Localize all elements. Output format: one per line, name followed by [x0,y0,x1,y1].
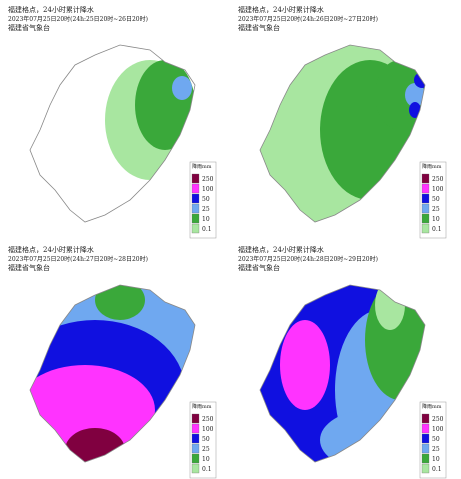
legend-swatch [191,413,200,424]
legend-swatch [421,193,430,204]
panel-title: 福建格点，24小时累计降水 [8,5,94,14]
legend-swatch [421,423,430,434]
legend-swatch [421,453,430,464]
legend-label: 0.1 [202,226,212,233]
legend-swatch [191,213,200,224]
rain-region [375,285,405,330]
panel-agency: 福建省气象台 [238,263,280,272]
rain-region [320,410,420,462]
panel-subtitle: 2023年07月25日20时(24h:26日20时~27日20时) [238,15,378,23]
legend-label: 100 [432,186,444,193]
legend-swatch [421,413,430,424]
map-area [30,285,195,462]
panel-agency: 福建省气象台 [8,263,50,272]
legend-label: 10 [202,216,210,223]
legend-swatch [191,173,200,184]
map-panel: 福建格点，24小时累计降水2023年07月25日20时(24h:25日20时~2… [8,5,217,239]
map-area [260,45,425,222]
legend-label: 100 [432,426,444,433]
legend-label: 25 [202,446,210,453]
rain-region [135,60,195,150]
legend-unit: 降雨mm [192,163,212,170]
legend-label: 50 [202,436,210,443]
panel-subtitle: 2023年07月25日20时(24h:25日20时~26日20时) [8,15,148,23]
legend-label: 50 [432,196,440,203]
panel-title: 福建格点，24小时累计降水 [238,245,324,254]
rain-region [365,285,425,400]
legend-unit: 降雨mm [192,403,212,410]
panel-title: 福建格点，24小时累计降水 [238,5,324,14]
legend-swatch [191,223,200,234]
legend-label: 10 [432,216,440,223]
legend-label: 50 [432,436,440,443]
map-area [30,45,195,222]
panel-agency: 福建省气象台 [238,23,280,32]
legend-swatch [191,203,200,214]
legend-swatch [421,213,430,224]
legend-label: 10 [432,456,440,463]
legend-swatch [421,173,430,184]
legend-unit: 降雨mm [422,403,442,410]
rain-region [172,76,192,100]
map-panel: 福建格点，24小时累计降水2023年07月25日20时(24h:28日20时~2… [238,245,447,479]
legend-label: 250 [432,176,444,183]
legend-label: 0.1 [432,226,442,233]
map-area [260,285,425,462]
legend-swatch [421,203,430,214]
legend-unit: 降雨mm [422,163,442,170]
legend-swatch [191,433,200,444]
legend-swatch [421,183,430,194]
legend-label: 10 [202,456,210,463]
panel-agency: 福建省气象台 [8,23,50,32]
map-panel: 福建格点，24小时累计降水2023年07月25日20时(24h:27日20时~2… [8,245,217,479]
legend-swatch [191,423,200,434]
legend-swatch [191,443,200,454]
legend-swatch [421,443,430,454]
legend-label: 100 [202,426,214,433]
legend-swatch [191,463,200,474]
rain-region [280,320,330,410]
legend-swatch [421,433,430,444]
legend-label: 25 [202,206,210,213]
rain-region [95,285,145,320]
rain-region [65,428,125,462]
legend-label: 0.1 [432,466,442,473]
legend-swatch [191,183,200,194]
panel-subtitle: 2023年07月25日20时(24h:28日20时~29日20时) [238,255,378,263]
legend-label: 0.1 [202,466,212,473]
map-panel: 福建格点，24小时累计降水2023年07月25日20时(24h:26日20时~2… [238,5,447,239]
legend-swatch [191,453,200,464]
legend-swatch [191,193,200,204]
panel-title: 福建格点，24小时累计降水 [8,245,94,254]
legend-swatch [421,223,430,234]
legend-label: 25 [432,446,440,453]
rain-region [405,83,425,107]
legend-label: 250 [202,416,214,423]
legend-label: 50 [202,196,210,203]
legend-label: 250 [202,176,214,183]
legend-label: 100 [202,186,214,193]
rain-region [409,102,421,118]
legend-label: 250 [432,416,444,423]
legend-swatch [421,463,430,474]
panel-subtitle: 2023年07月25日20时(24h:27日20时~28日20时) [8,255,148,263]
legend-label: 25 [432,206,440,213]
